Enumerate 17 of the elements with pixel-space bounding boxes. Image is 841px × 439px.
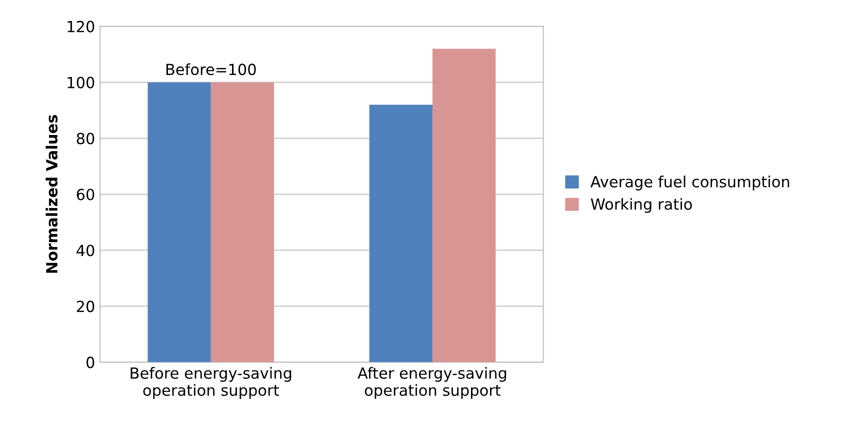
legend-label: Average fuel consumption [590, 176, 790, 190]
y-tick-label: 120 [68, 20, 94, 32]
bar [148, 82, 211, 362]
x-tick-label: Before energy-saving operation support [130, 367, 292, 399]
bar [369, 104, 432, 362]
y-tick-label: 60 [76, 188, 94, 200]
y-tick-label: 20 [76, 300, 94, 312]
bar [432, 48, 496, 362]
x-tick-label: After energy-saving operation support [358, 367, 506, 399]
bar [210, 82, 274, 362]
y-tick-label: 0 [86, 356, 94, 368]
y-tick-label: 40 [76, 244, 94, 256]
y-axis-title: Normalized Values [46, 115, 58, 273]
annotation: Before=100 [166, 63, 256, 76]
y-tick-label: 100 [68, 76, 94, 88]
legend-label: Working ratio [590, 198, 692, 213]
y-tick-label: 80 [76, 132, 94, 144]
